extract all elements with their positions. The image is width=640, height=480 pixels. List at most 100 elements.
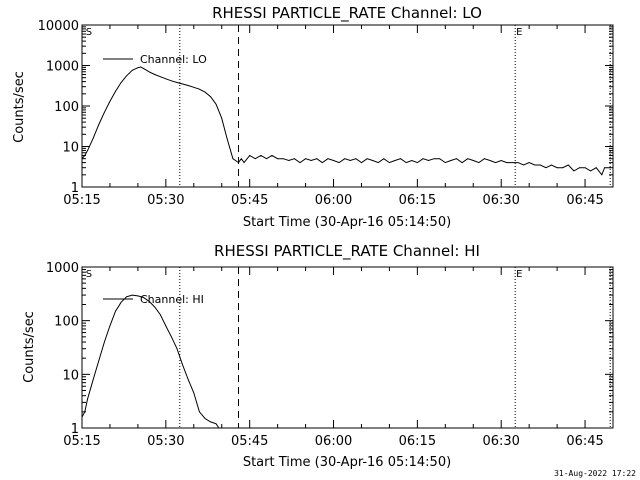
data-point: [484, 158, 485, 160]
data-point: [310, 160, 312, 161]
data-point: [609, 167, 611, 169]
data-point: [254, 158, 256, 160]
data-point: [143, 297, 144, 298]
data-point: [210, 96, 212, 98]
data-point: [249, 155, 251, 156]
data-point: [148, 300, 150, 302]
data-point: [389, 162, 390, 164]
data-point: [539, 164, 541, 166]
data-point: [215, 423, 217, 425]
data-point: [590, 170, 591, 172]
data-point: [143, 68, 144, 69]
y-tick-label: 1: [71, 422, 79, 437]
data-point: [383, 158, 385, 160]
data-point: [556, 167, 558, 169]
data-point: [109, 101, 111, 102]
data-point: [551, 164, 552, 166]
y-tick-label: 10: [62, 141, 79, 156]
x-tick-label: 06:30: [482, 193, 519, 208]
data-point: [98, 360, 100, 361]
data-point: [528, 162, 530, 164]
data-point: [512, 162, 513, 164]
data-point: [221, 117, 223, 119]
data-point: [126, 296, 128, 298]
data-point: [171, 336, 172, 338]
data-point: [131, 294, 133, 296]
data-point: [271, 155, 273, 156]
data-point: [500, 160, 502, 161]
panel-lo-channel: RHESSI PARTICLE_RATE Channel: LO Counts/…: [12, 4, 614, 230]
data-point: [344, 158, 346, 160]
data-point: [137, 295, 139, 297]
data-point: [109, 325, 111, 327]
event-marker-label: E: [516, 269, 522, 280]
data-point: [338, 162, 340, 164]
panel-hi-channel: RHESSI PARTICLE_RATE Channel: HI Counts/…: [22, 242, 614, 470]
data-point: [260, 155, 262, 156]
data-point: [204, 91, 206, 93]
x-tick-label: 06:30: [482, 434, 519, 449]
data-point: [405, 162, 407, 164]
data-point: [366, 158, 368, 160]
x-tick-label: 06:45: [566, 434, 603, 449]
y-axis-label-lo: Counts/sec: [12, 71, 27, 143]
data-point: [81, 416, 83, 418]
series-line-hi: [81, 294, 220, 429]
data-point: [92, 137, 94, 139]
legend-label-lo: Channel: LO: [140, 53, 207, 66]
data-point: [115, 310, 116, 312]
x-axis-label-hi: Start Time (30-Apr-16 05:14:50): [243, 455, 451, 470]
data-point: [199, 88, 200, 90]
data-point: [450, 160, 452, 161]
data-point: [131, 69, 133, 71]
data-point: [81, 158, 83, 160]
plot-frame: [81, 266, 614, 429]
data-point: [159, 314, 161, 315]
data-point: [428, 160, 429, 161]
data-point: [444, 162, 446, 164]
data-point: [595, 167, 597, 169]
data-point: [517, 162, 519, 164]
data-point: [87, 150, 88, 151]
data-point: [226, 139, 228, 140]
data-point: [215, 103, 217, 105]
data-point: [187, 379, 189, 380]
data-point: [104, 341, 105, 343]
data-point: [305, 158, 306, 160]
data-point: [165, 78, 167, 80]
event-marker-label: S: [86, 269, 92, 280]
y-tick-label: 10000: [38, 19, 79, 34]
y-axis-label-hi: Counts/sec: [22, 311, 37, 383]
y-tick-label: 1: [71, 181, 79, 196]
data-point: [372, 160, 374, 161]
data-point: [506, 162, 508, 164]
data-point: [523, 164, 524, 166]
x-tick-label: 05:45: [231, 193, 268, 208]
data-point: [199, 411, 200, 413]
data-point: [193, 392, 195, 394]
x-tick-label: 05:15: [63, 193, 100, 208]
data-point: [573, 170, 575, 172]
data-point: [411, 160, 413, 161]
data-point: [467, 158, 469, 160]
data-point: [316, 158, 318, 160]
x-tick-label: 05:30: [147, 193, 184, 208]
data-point: [288, 160, 290, 161]
data-point: [104, 111, 105, 113]
data-point: [204, 418, 206, 419]
data-point: [182, 364, 184, 366]
data-point: [333, 160, 334, 161]
x-tick-label: 06:15: [399, 434, 436, 449]
data-point: [154, 306, 156, 308]
data-point: [137, 67, 139, 69]
y-tick-label: 100: [54, 315, 79, 330]
data-point: [355, 158, 357, 160]
data-point: [240, 158, 242, 160]
data-point: [282, 158, 284, 160]
data-point: [422, 158, 424, 160]
timestamp-label: 31-Aug-2022 17:22: [554, 469, 636, 478]
chart-title-lo: RHESSI PARTICLE_RATE Channel: LO: [212, 4, 482, 23]
data-point: [196, 402, 198, 403]
